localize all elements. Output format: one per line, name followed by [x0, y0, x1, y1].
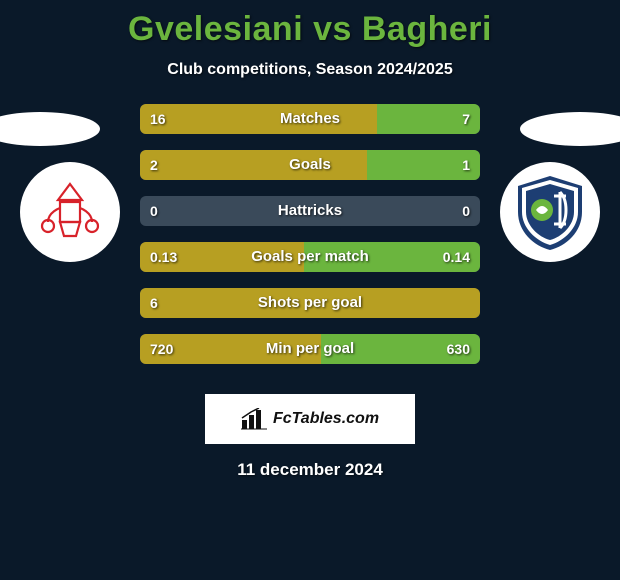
stat-label: Min per goal — [140, 334, 480, 364]
stat-label: Shots per goal — [140, 288, 480, 318]
comparison-area: 16Matches7 2Goals1 0Hattricks0 0.13Goals pe… — [0, 104, 620, 384]
team-a-crest — [20, 162, 120, 262]
decor-ellipse-left — [0, 112, 100, 146]
stat-label: Goals — [140, 150, 480, 180]
stats-container: 16Matches7 2Goals1 0Hattricks0 0.13Goals pe… — [140, 104, 480, 380]
crest-left-icon — [30, 172, 110, 252]
stat-label: Hattricks — [140, 196, 480, 226]
bar-chart-icon — [241, 408, 267, 430]
stat-value-right: 7 — [462, 104, 470, 134]
stat-row: 2Goals1 — [140, 150, 480, 180]
decor-ellipse-right — [520, 112, 620, 146]
team-b-crest — [500, 162, 600, 262]
stat-label: Matches — [140, 104, 480, 134]
stat-row: 0.13Goals per match0.14 — [140, 242, 480, 272]
stat-row: 6Shots per goal — [140, 288, 480, 318]
source-badge: FcTables.com — [205, 394, 415, 444]
badge-text: FcTables.com — [273, 410, 379, 428]
stat-row: 16Matches7 — [140, 104, 480, 134]
date-label: 11 december 2024 — [0, 460, 620, 480]
subtitle: Club competitions, Season 2024/2025 — [0, 61, 620, 79]
stat-value-right: 1 — [462, 150, 470, 180]
crest-right-icon — [508, 170, 592, 254]
stat-row: 0Hattricks0 — [140, 196, 480, 226]
stat-row: 720Min per goal630 — [140, 334, 480, 364]
page-title: Gvelesiani vs Bagheri — [0, 0, 620, 49]
stat-value-right: 630 — [447, 334, 470, 364]
stat-value-right: 0.14 — [443, 242, 470, 272]
stat-value-right: 0 — [462, 196, 470, 226]
stat-label: Goals per match — [140, 242, 480, 272]
